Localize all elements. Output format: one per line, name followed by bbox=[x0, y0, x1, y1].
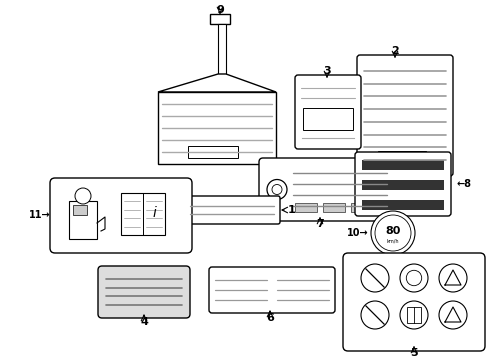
Circle shape bbox=[399, 301, 427, 329]
Circle shape bbox=[271, 184, 282, 194]
Bar bbox=[361, 171, 443, 179]
Text: 7: 7 bbox=[315, 219, 323, 229]
Circle shape bbox=[406, 270, 421, 286]
Bar bbox=[361, 191, 443, 199]
Bar bbox=[350, 203, 372, 212]
Bar bbox=[209, 14, 229, 24]
Text: i: i bbox=[152, 206, 156, 220]
Bar bbox=[294, 203, 316, 212]
Circle shape bbox=[438, 301, 466, 329]
FancyBboxPatch shape bbox=[356, 55, 452, 176]
Bar bbox=[73, 205, 87, 215]
Circle shape bbox=[438, 264, 466, 292]
Text: 2: 2 bbox=[390, 46, 398, 56]
Text: 11→: 11→ bbox=[29, 211, 51, 220]
Text: 10→: 10→ bbox=[346, 228, 368, 238]
Circle shape bbox=[399, 264, 427, 292]
Bar bbox=[187, 146, 238, 158]
Circle shape bbox=[266, 180, 286, 199]
Bar bbox=[303, 108, 352, 130]
Circle shape bbox=[374, 215, 410, 251]
Text: 9: 9 bbox=[216, 5, 224, 15]
Text: 3: 3 bbox=[323, 66, 330, 76]
Bar bbox=[121, 193, 164, 235]
Text: 80: 80 bbox=[385, 226, 400, 236]
FancyBboxPatch shape bbox=[208, 267, 334, 313]
Bar bbox=[406, 307, 420, 323]
Circle shape bbox=[370, 211, 414, 255]
FancyBboxPatch shape bbox=[98, 266, 190, 318]
Circle shape bbox=[75, 188, 91, 204]
Bar bbox=[158, 92, 275, 164]
FancyBboxPatch shape bbox=[259, 158, 394, 221]
Bar bbox=[323, 203, 345, 212]
Bar bbox=[361, 160, 443, 170]
Bar bbox=[172, 201, 183, 219]
Bar bbox=[69, 201, 97, 239]
FancyBboxPatch shape bbox=[354, 152, 450, 216]
Text: 5: 5 bbox=[409, 348, 417, 358]
Text: ←8: ←8 bbox=[456, 179, 471, 189]
FancyBboxPatch shape bbox=[342, 253, 484, 351]
Bar bbox=[361, 200, 443, 210]
Text: 6: 6 bbox=[265, 313, 273, 323]
Text: 4: 4 bbox=[140, 317, 148, 327]
FancyBboxPatch shape bbox=[50, 178, 192, 253]
FancyBboxPatch shape bbox=[294, 75, 360, 149]
Bar bbox=[377, 151, 425, 165]
Polygon shape bbox=[158, 74, 275, 92]
Text: km/h: km/h bbox=[386, 238, 398, 243]
Circle shape bbox=[360, 264, 388, 292]
Circle shape bbox=[360, 301, 388, 329]
Bar bbox=[218, 24, 225, 74]
FancyBboxPatch shape bbox=[165, 196, 280, 224]
Bar bbox=[361, 180, 443, 190]
Text: 1: 1 bbox=[287, 205, 295, 215]
